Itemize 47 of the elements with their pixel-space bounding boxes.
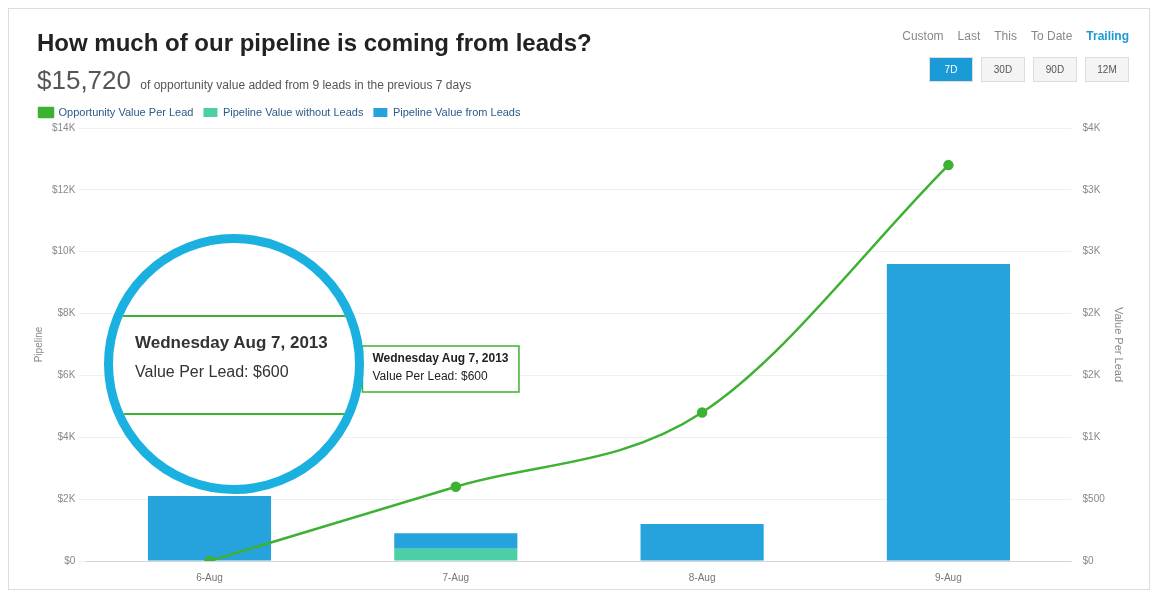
y2-tick-label: $4K (1082, 121, 1101, 133)
text: 12M (1085, 57, 1129, 82)
y2-tick-label: $500 (1082, 492, 1106, 504)
text: 90D (1033, 57, 1077, 82)
y-tick-label: $10K (52, 245, 76, 257)
y-tick-label: $8K (57, 307, 76, 319)
bar (886, 264, 1010, 561)
text: Last (957, 29, 981, 43)
bar (640, 523, 764, 561)
y2-tick-label: $3K (1082, 245, 1101, 257)
legend-label: Opportunity Value Per Lead (58, 105, 194, 118)
y2-tick-label: $0 (1082, 554, 1095, 566)
text: To Date (1030, 29, 1073, 43)
y2-tick-label: $1K (1082, 431, 1101, 443)
chart-subtitle: $15,720 of opportunity value added from 9 leads in the previous 7 days (37, 65, 472, 96)
legend-label: Pipeline Value without Leads (222, 105, 364, 118)
annotation: Value Per Lead: $600 (372, 369, 488, 384)
x-tick-label: 8-Aug (688, 571, 716, 583)
text: 7D (929, 57, 973, 82)
text: 30D (981, 57, 1025, 82)
text: Custom (902, 29, 944, 43)
text: This (994, 29, 1017, 43)
x-tick-label: 6-Aug (196, 571, 223, 583)
bar (147, 496, 272, 561)
bar (394, 548, 518, 561)
magnifier-lens: Wednesday Aug 7, 2013 Value Per Lead: $600 (104, 234, 364, 494)
y2-tick-label: $2K (1082, 369, 1101, 381)
y-tick-label: $6K (57, 369, 76, 381)
y-tick-label: $4K (57, 431, 76, 443)
x-tick-label: 9-Aug (935, 571, 962, 583)
y-tick-label: $0 (64, 554, 76, 566)
bar (394, 533, 518, 549)
y2-tick-label: $3K (1082, 183, 1101, 195)
y2-axis-title: Value Per Lead (1113, 306, 1126, 383)
y-tick-label: $12K (52, 183, 76, 195)
y-tick-label: $14K (52, 121, 76, 133)
chart-title: How much of our pipeline is coming from leads? (37, 29, 592, 57)
point (943, 159, 954, 171)
text: Trailing (1086, 29, 1129, 43)
y2-tick-label: $2K (1082, 307, 1101, 319)
y-axis-title: Pipeline (32, 326, 44, 363)
annotation: Wednesday Aug 7, 2013 (372, 351, 509, 366)
legend-label: Pipeline Value from Leads (392, 105, 521, 118)
y-tick-label: $2K (57, 492, 76, 504)
x-tick-label: 7-Aug (442, 571, 470, 583)
point (696, 407, 708, 418)
point (450, 481, 462, 493)
